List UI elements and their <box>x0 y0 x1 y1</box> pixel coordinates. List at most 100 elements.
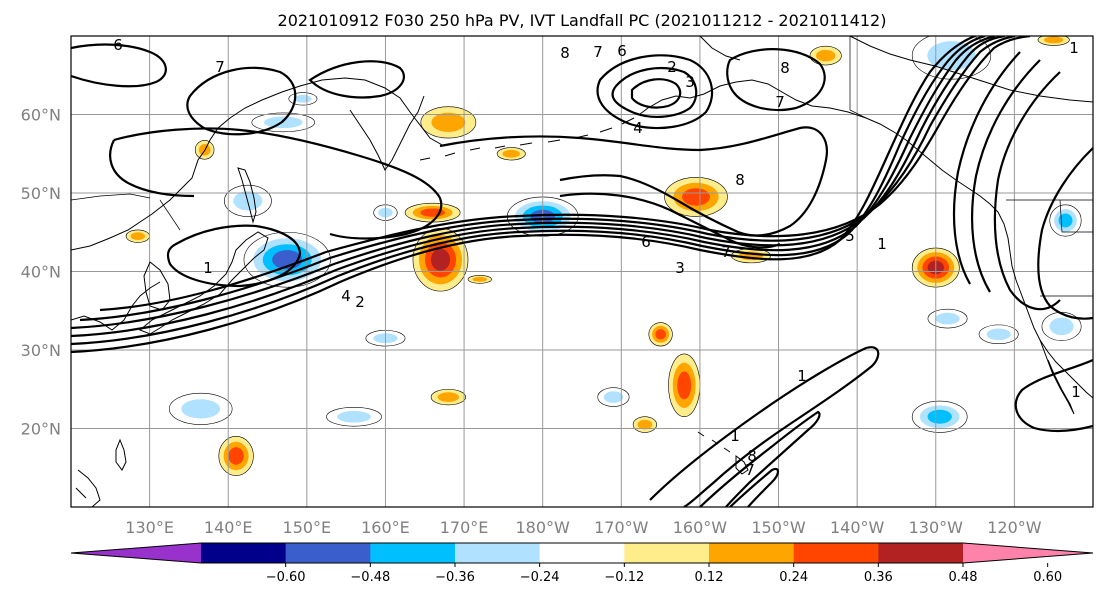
lon-label-3: 160°E <box>361 518 410 537</box>
pv-contour-jet-2 <box>71 36 986 346</box>
contour-label-9: 7 <box>775 93 785 111</box>
colorbar-outline <box>70 542 1094 564</box>
pv-contour-east-3 <box>970 59 1041 293</box>
pv-contour-ridge-1 <box>439 126 828 237</box>
contour-label-22: 8 <box>747 447 757 465</box>
contour-label-19: 2 <box>355 293 365 311</box>
pv-anomaly-11-level-2 <box>228 447 244 465</box>
sakhalin-coastline <box>237 167 257 224</box>
pv-anomaly-6 <box>168 392 233 425</box>
pv-contour-east-1 <box>1037 147 1093 320</box>
pv-contour-tongue-1 <box>649 346 880 507</box>
contour-label-21: 1 <box>730 427 740 445</box>
colorbar-tick-label-3: −0.24 <box>520 570 560 585</box>
aleutian-islands <box>419 107 649 161</box>
contour-label-7: 4 <box>633 119 643 137</box>
lon-label-7: 160°W <box>673 518 728 537</box>
pv-anomaly-17-level-2 <box>682 188 710 206</box>
colorbar-tick-label-7: 0.36 <box>864 570 893 585</box>
pv-anomaly-0 <box>243 231 331 288</box>
colorbar-extend-low <box>71 543 201 563</box>
lon-label-5: 180°W <box>516 518 571 537</box>
colorbar-swatch-0 <box>201 543 287 563</box>
philippines-coastline <box>75 469 101 507</box>
colorbar-tick-label-4: −0.12 <box>604 570 644 585</box>
baja-coastline <box>1039 339 1075 415</box>
colorbar-swatch-2 <box>370 543 456 563</box>
pv-anomaly-11 <box>218 436 254 476</box>
contour-label-18: 4 <box>341 287 351 305</box>
contour-label-0: 6 <box>113 36 123 54</box>
pv-anomaly-26 <box>809 45 842 66</box>
pv-contour-jet-4 <box>71 36 1006 330</box>
pv-anomaly-7-level-1 <box>337 410 371 423</box>
lon-label-4: 170°E <box>440 518 489 537</box>
colorbar-swatch-4 <box>539 543 625 563</box>
asia-borders <box>71 193 181 231</box>
pv-anomaly-7 <box>326 407 382 427</box>
lat-label-4: 20°N <box>21 420 61 439</box>
contour-label-3: 7 <box>593 43 603 61</box>
hawaii-islands <box>697 431 749 475</box>
lon-label-8: 150°W <box>751 518 806 537</box>
pv-anomaly-22-level-1 <box>986 328 1011 341</box>
pv-contour-high-1 <box>726 48 826 112</box>
colorbar-tick-label-8: 0.48 <box>949 570 978 585</box>
pv-anomaly-27 <box>1037 36 1070 46</box>
lon-label-0: 130°E <box>125 518 174 537</box>
contour-label-11: 8 <box>735 171 745 189</box>
pv-contour-tongue-3 <box>729 467 780 507</box>
colorbar-extend-high <box>963 543 1093 563</box>
pv-anomaly-4-level-3 <box>430 248 451 271</box>
pv-anomaly-13-level-1 <box>603 391 624 403</box>
pv-contour-low-3 <box>630 78 682 109</box>
pv-anomaly-2-level-1 <box>263 116 303 129</box>
pv-contour-ridge-2 <box>559 192 781 249</box>
asia-coastline <box>71 77 445 251</box>
pv-anomaly-21-level-1 <box>935 312 960 325</box>
pv-anomaly-16 <box>668 353 701 418</box>
asia-coastline-south <box>71 281 161 331</box>
contour-label-23: 7 <box>745 461 755 479</box>
pv-anomaly-21 <box>927 308 968 329</box>
pv-contour-low-2 <box>611 66 698 118</box>
contour-label-17: 1 <box>203 259 213 277</box>
pv-anomaly-23-level-1 <box>1049 317 1074 336</box>
lon-label-11: 120°W <box>987 518 1042 537</box>
contour-label-15: 5 <box>845 227 855 245</box>
pv-contour-se <box>1014 358 1093 433</box>
contour-label-2: 8 <box>560 44 570 62</box>
contour-label-10: 1 <box>1069 39 1079 57</box>
contour-label-1: 7 <box>215 58 225 76</box>
pv-anomaly-22 <box>978 324 1019 345</box>
pv-anomaly-16-level-2 <box>677 371 692 400</box>
pv-anomaly-24 <box>1049 204 1082 237</box>
colorbar-tick-label-5: 0.12 <box>695 570 724 585</box>
pv-anomaly-31 <box>125 229 150 243</box>
us-canada-border <box>849 36 1093 297</box>
contour-label-4: 6 <box>617 42 627 60</box>
pv-anomaly-27-level-1 <box>1044 36 1064 44</box>
pv-anomaly-29 <box>496 147 526 161</box>
pv-anomaly-12 <box>632 416 657 433</box>
colorbar-swatch-3 <box>455 543 541 563</box>
contour-label-24: 1 <box>1071 383 1081 401</box>
lat-label-2: 40°N <box>21 263 61 282</box>
contour-label-16: 1 <box>877 235 887 253</box>
pv-anomaly-12-level-1 <box>637 419 653 430</box>
colorbar-tick-label-9: 0.60 <box>1033 570 1062 585</box>
lon-label-1: 140°E <box>204 518 253 537</box>
pv-contour-east-4 <box>952 51 1021 285</box>
colorbar: −0.60 −0.48 −0.36 −0.24 −0.12 0.12 0.24 0.36 0.4… <box>70 542 1094 585</box>
map-title: 2021010912 F030 250 hPa PV, IVT Landfall… <box>278 11 887 30</box>
taiwan-coastline <box>115 438 127 471</box>
coastlines <box>71 36 1093 507</box>
pv-anomaly-13 <box>597 387 630 407</box>
pv-contour-high-2 <box>186 66 297 136</box>
pv-anomaly-23 <box>1041 312 1082 341</box>
contour-label-6: 3 <box>685 73 695 91</box>
lat-label-1: 50°N <box>21 184 61 203</box>
colorbar-tick-label-1: −0.48 <box>350 570 390 585</box>
